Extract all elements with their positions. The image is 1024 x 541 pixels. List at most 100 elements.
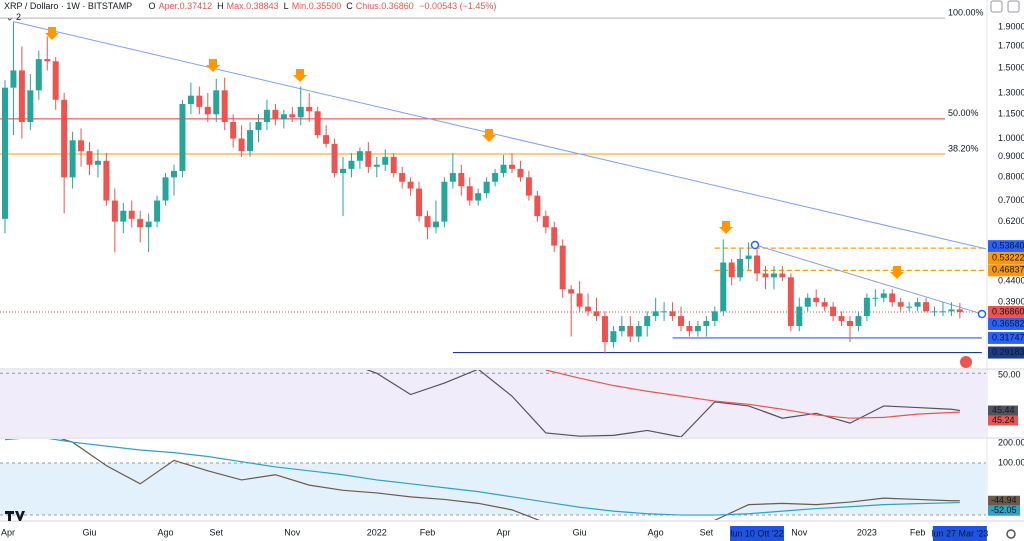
candle-body — [27, 90, 34, 123]
candle-body — [297, 106, 304, 118]
candle-body — [61, 99, 68, 178]
indicator-count: 2 — [16, 12, 21, 22]
last-value-label: -52.05 — [991, 505, 1017, 515]
date-highlight-label: lun 27 Mar '23 — [931, 528, 988, 538]
icon-button[interactable] — [990, 0, 1003, 13]
legend-value: Max.0.38843 — [227, 1, 279, 11]
icon-button[interactable] — [1007, 0, 1020, 13]
candle-body — [432, 221, 439, 228]
candle-body — [872, 297, 879, 299]
trendline — [755, 244, 982, 315]
indicator-line — [545, 370, 960, 419]
flag-icon[interactable] — [960, 356, 972, 368]
candle-body — [728, 262, 735, 278]
change: −0.00543 (−1.45%) — [419, 1, 496, 11]
legend-key: O — [149, 1, 156, 11]
trendline — [13, 21, 986, 250]
price-label: 0.53222 — [992, 253, 1024, 263]
x-tick-label: Ago — [158, 527, 174, 537]
ohlc-legend: O Aper.0.37412 H Max.0.38843 L Min.0.35500 C Ch… — [149, 1, 414, 11]
candle-body — [280, 114, 287, 119]
arrow — [890, 266, 904, 279]
candle-body — [779, 273, 786, 278]
candle-body — [754, 255, 761, 274]
candle-body — [509, 164, 515, 169]
last-value-label: 45.44 — [992, 405, 1015, 415]
last-value-label: 45.24 — [992, 415, 1015, 425]
candle-body — [238, 138, 245, 152]
x-tick-label: Apr — [497, 527, 511, 537]
indicator-toggle[interactable]: ⌄ 2 — [6, 12, 21, 22]
candle-body — [559, 245, 566, 290]
candle-body — [2, 87, 8, 219]
candle-body — [500, 164, 507, 174]
candle-body — [213, 90, 220, 115]
legend-value: Min.0.35500 — [292, 1, 342, 11]
y-tick-label: 1.50000 — [998, 62, 1024, 72]
price-label-box — [988, 264, 1024, 277]
last-value-box — [988, 415, 1018, 426]
candle-body — [889, 293, 896, 303]
candle-body — [466, 186, 473, 201]
candle-body — [534, 195, 541, 217]
candle-body — [644, 316, 651, 327]
price-pane: 100.00% 50.00% 38.20% — [0, 8, 986, 354]
last-value-box — [988, 505, 1020, 516]
symbol: XRP / Dollaro · 1W · BITSTAMP — [4, 1, 132, 11]
candle-body — [703, 320, 710, 327]
candle-body — [230, 122, 237, 139]
price-label-box — [988, 317, 1024, 330]
candle-body — [187, 95, 194, 105]
candle-body — [306, 106, 313, 112]
date-highlight-box — [730, 526, 785, 541]
candle-body — [576, 293, 583, 307]
candle-body — [923, 302, 930, 312]
last-value-label: -44.94 — [991, 495, 1017, 505]
candle-body — [686, 326, 693, 332]
candle-body — [204, 106, 211, 115]
candle-body — [897, 302, 904, 307]
candle-body — [314, 111, 321, 136]
candle-body — [610, 331, 617, 343]
candle-body — [720, 262, 727, 312]
arrow — [45, 27, 59, 40]
candle-body — [348, 160, 355, 169]
candle-body — [635, 326, 642, 337]
candle-body — [69, 140, 76, 178]
price-label-box — [988, 346, 1024, 359]
candle-body — [373, 164, 380, 167]
candle-body — [669, 311, 676, 317]
arrow — [293, 69, 307, 82]
x-tick-label: Nov — [791, 527, 808, 537]
candle-body — [10, 70, 17, 88]
chart-header: XRP / Dollaro · 1W · BITSTAMP O Aper.0.37… — [4, 1, 496, 11]
candle-body — [585, 306, 592, 312]
candle-body — [78, 140, 85, 152]
candle-body — [475, 193, 482, 201]
candle-body — [914, 302, 921, 307]
indicator-line — [60, 439, 960, 520]
price-label: 0.53840 — [992, 241, 1024, 251]
candle-body — [94, 160, 101, 165]
candle-body — [948, 309, 955, 312]
x-tick-label: Giu — [573, 527, 587, 537]
y-tick-label: 1.15000 — [998, 109, 1024, 119]
candle-body — [247, 130, 254, 152]
anchor — [750, 240, 760, 250]
candle-body — [661, 311, 668, 313]
settings-icon[interactable] — [1006, 529, 1016, 539]
candle-body — [103, 160, 110, 201]
x-tick-label: Feb — [910, 527, 926, 537]
candle-body — [568, 289, 575, 294]
candle-body — [880, 293, 887, 298]
y-tick-label: 50.00 — [998, 369, 1021, 379]
candle-body — [221, 90, 228, 123]
last-value-box — [988, 405, 1018, 416]
candle-body — [517, 168, 524, 178]
